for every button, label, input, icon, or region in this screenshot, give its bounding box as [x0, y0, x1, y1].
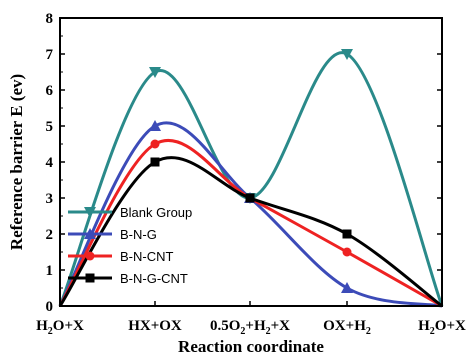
data-point [342, 229, 352, 239]
legend-label: Blank Group [120, 205, 192, 220]
series-2 [58, 139, 443, 308]
series-line [58, 121, 443, 308]
y-axis-label: Reference barrier E (ev) [7, 74, 26, 250]
y-tick-label: 0 [46, 299, 54, 315]
data-point [150, 139, 160, 149]
legend-marker [85, 251, 95, 261]
y-tick-label: 6 [46, 83, 54, 99]
legend-marker [84, 207, 96, 218]
data-point [150, 157, 160, 167]
series-1 [58, 120, 443, 308]
series-3 [58, 156, 443, 308]
y-tick-label: 1 [46, 263, 54, 279]
y-tick-label: 8 [46, 11, 54, 27]
legend-label: B-N-CNT [120, 249, 173, 264]
x-tick-label: H2O+X [418, 318, 466, 337]
data-point [342, 247, 352, 257]
series-line [58, 156, 443, 308]
legend-marker [85, 273, 95, 283]
legend: Blank Group B-N-G B-N-CNT B-N-G-CNT [68, 205, 192, 286]
y-tick-label: 5 [46, 119, 54, 135]
x-axis-label: Reaction coordinate [178, 337, 324, 356]
x-tick-label: OX+H2 [323, 318, 371, 337]
series-line [58, 139, 443, 308]
legend-label: B-N-G [120, 227, 157, 242]
data-point [149, 67, 161, 78]
y-tick-label: 3 [46, 191, 54, 207]
data-point [341, 282, 353, 293]
legend-label: B-N-G-CNT [120, 271, 188, 286]
plot-frame [59, 17, 443, 307]
x-tick-label: H2O+X [36, 318, 84, 337]
legend-marker [84, 228, 96, 239]
y-tick-label: 4 [46, 155, 54, 171]
y-tick-label: 7 [46, 47, 54, 63]
y-tick-label: 2 [46, 227, 54, 243]
data-point [149, 120, 161, 131]
data-point [341, 49, 353, 60]
data-point [245, 193, 255, 203]
x-tick-label: HX+OX [128, 318, 182, 334]
x-tick-label: 0.5O2+H2+X [210, 318, 290, 337]
